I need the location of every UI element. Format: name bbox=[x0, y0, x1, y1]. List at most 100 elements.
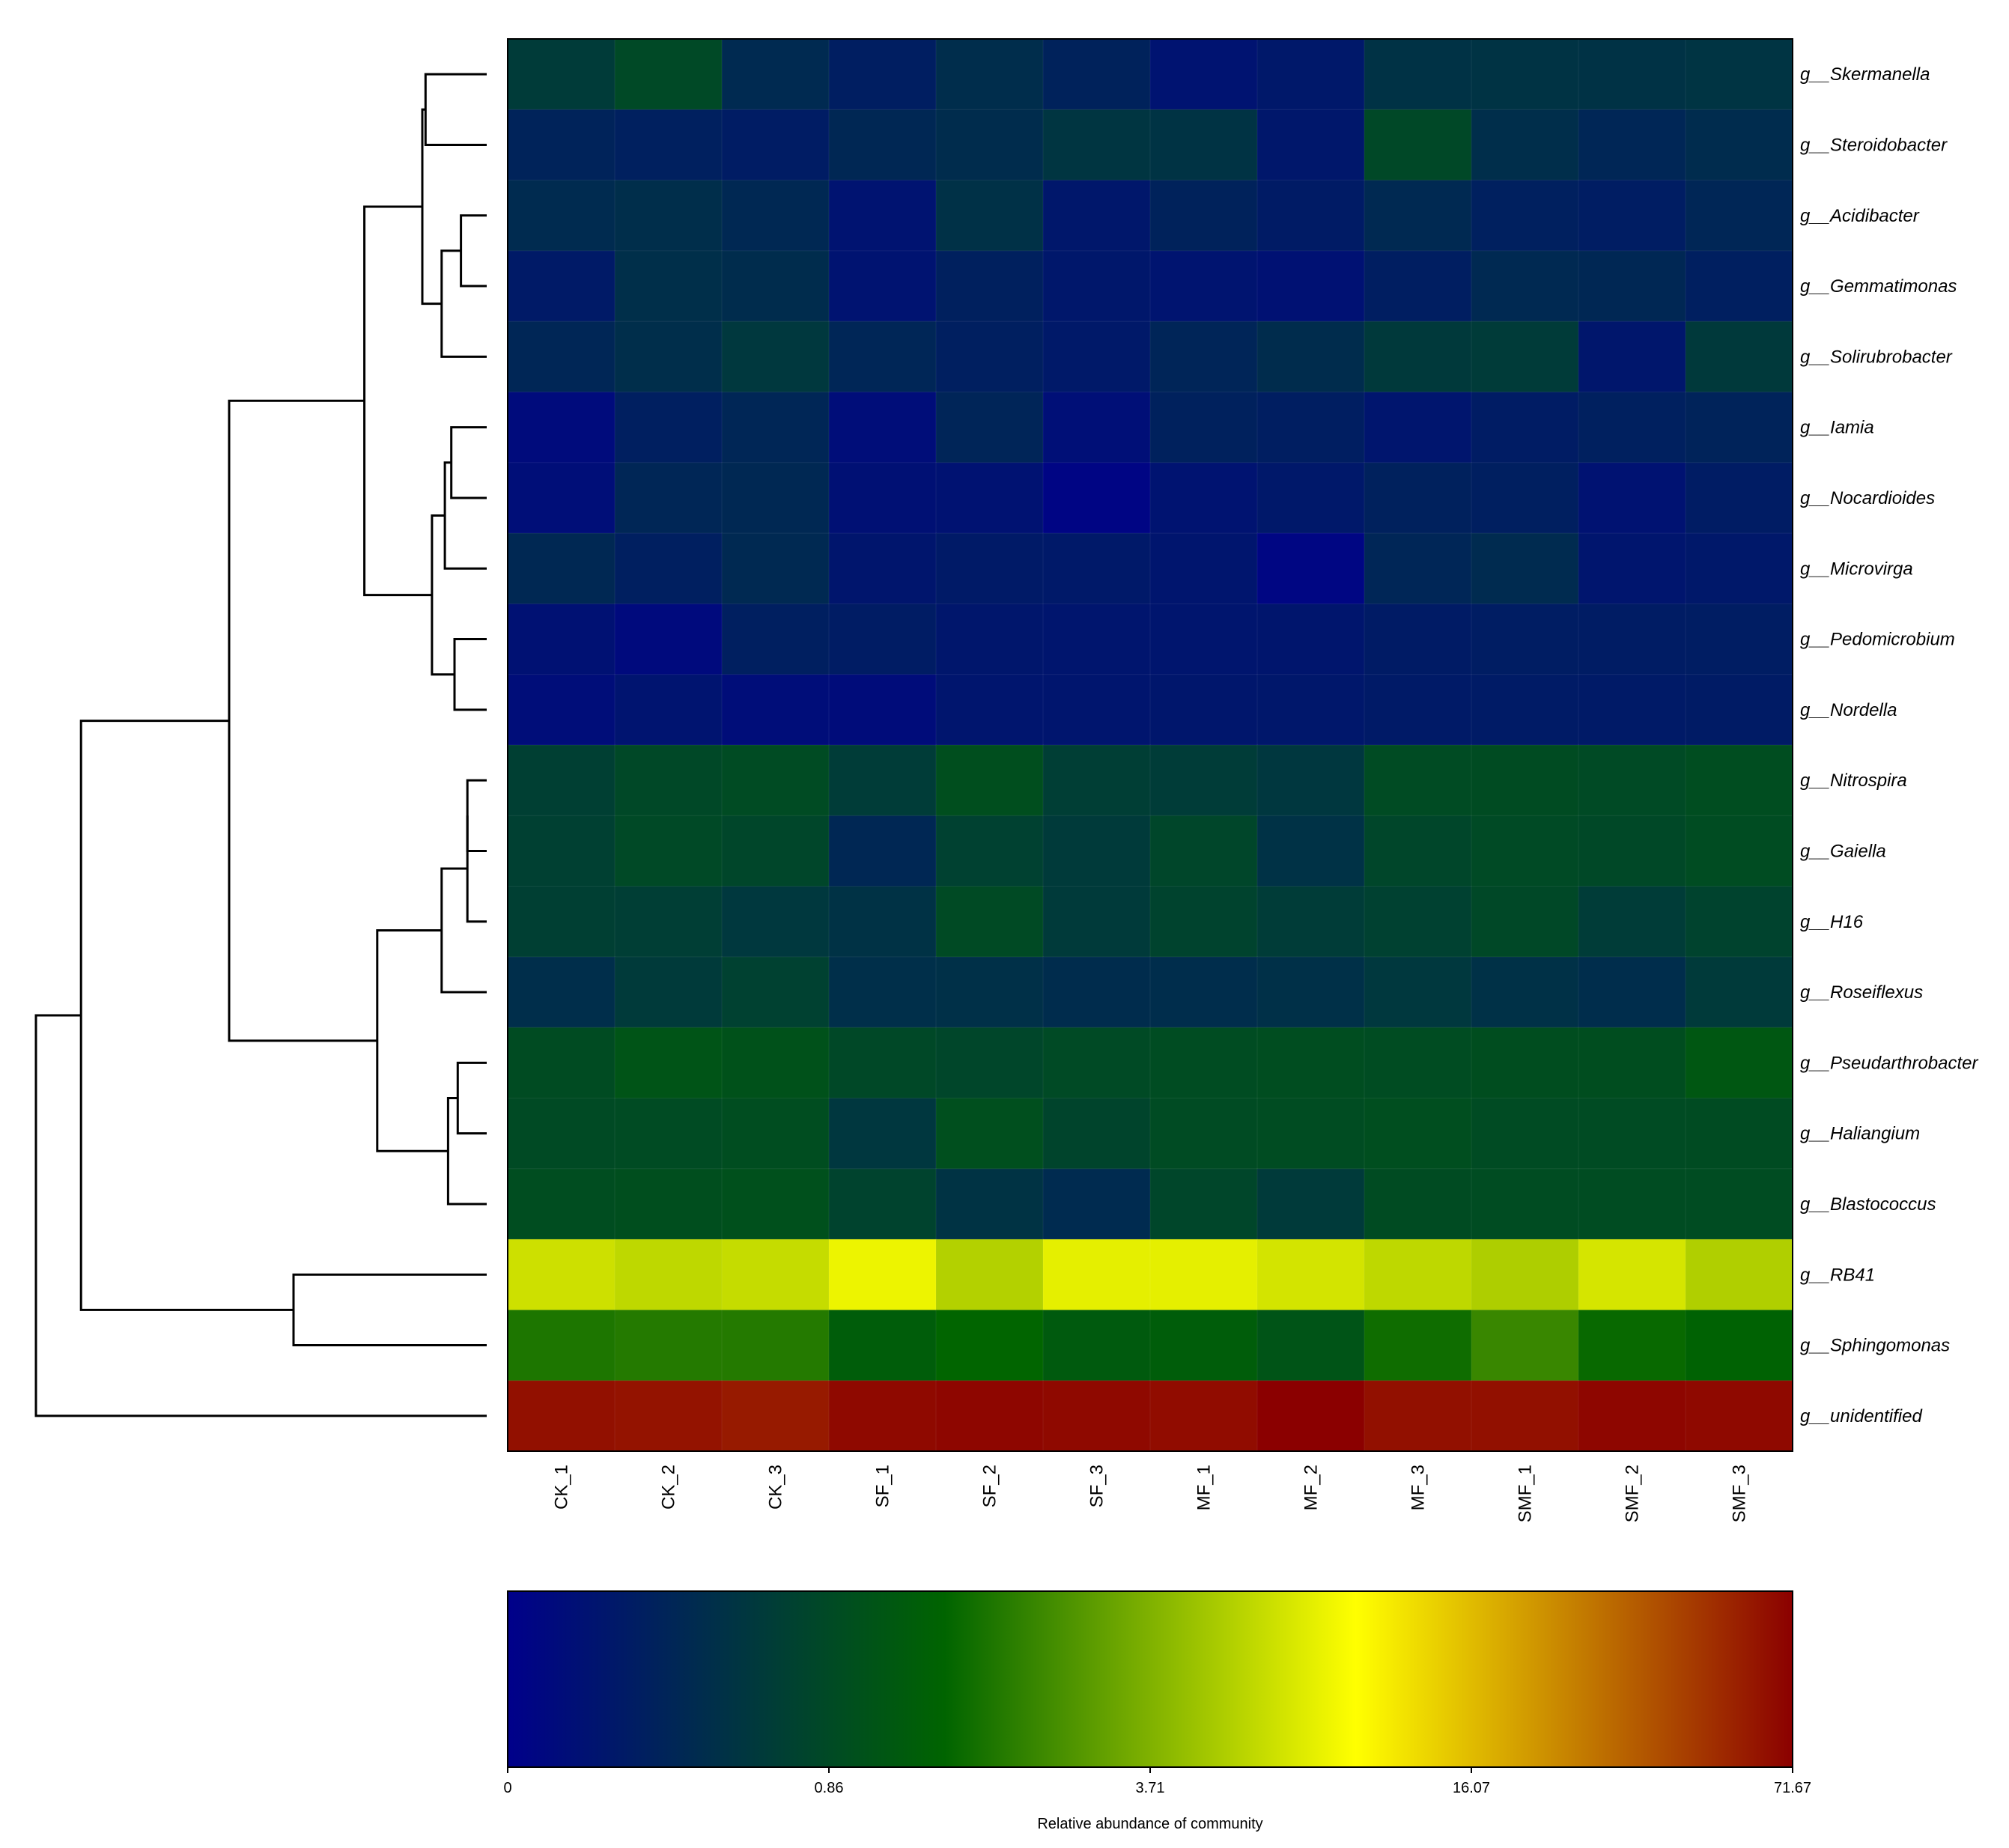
heatmap-cell-g-gaiella-ck-1 bbox=[507, 815, 616, 887]
heatmap-cell-g-unidentified-ck-1 bbox=[507, 1380, 616, 1452]
heatmap-cell-g-unidentified-ck-2 bbox=[614, 1380, 723, 1452]
heatmap-cell-g-solirubrobacter-sf-3 bbox=[1042, 320, 1151, 393]
row-label-g-rb41: g__RB41 bbox=[1800, 1265, 1875, 1285]
heatmap-cell-g-solirubrobacter-smf-3 bbox=[1685, 320, 1793, 393]
heatmap-cell-g-h16-ck-1 bbox=[507, 886, 616, 958]
column-label-smf-1: SMF_1 bbox=[1516, 1465, 1536, 1522]
heatmap-cell-g-h16-smf-3 bbox=[1685, 886, 1793, 958]
legend-tick-label: 0.86 bbox=[815, 1780, 844, 1796]
heatmap-cell-g-steroidobacter-sf-2 bbox=[935, 109, 1044, 181]
heatmap-cells bbox=[507, 38, 1793, 1452]
heatmap-cell-g-pseudarthrobacter-ck-2 bbox=[614, 1027, 723, 1099]
heatmap-cell-g-nordella-sf-3 bbox=[1042, 674, 1151, 747]
heatmap-cell-g-steroidobacter-smf-2 bbox=[1578, 109, 1686, 181]
heatmap-cell-g-acidibacter-mf-1 bbox=[1149, 180, 1258, 252]
heatmap-cell-g-nocardioides-sf-1 bbox=[828, 462, 937, 535]
heatmap-cell-g-nitrospira-mf-2 bbox=[1256, 744, 1365, 817]
heatmap-cell-g-gaiella-ck-2 bbox=[614, 815, 723, 887]
heatmap-cell-g-pedomicrobium-ck-2 bbox=[614, 603, 723, 675]
heatmap-cell-g-sphingomonas-smf-2 bbox=[1578, 1309, 1686, 1382]
column-label-mf-1: MF_1 bbox=[1194, 1465, 1215, 1510]
heatmap-cell-g-microvirga-sf-2 bbox=[935, 532, 1044, 605]
heatmap-cell-g-rb41-smf-1 bbox=[1471, 1238, 1579, 1311]
heatmap-cell-g-unidentified-mf-3 bbox=[1364, 1380, 1472, 1452]
heatmap-cell-g-gemmatimonas-mf-1 bbox=[1149, 250, 1258, 323]
heatmap-cell-g-gemmatimonas-smf-1 bbox=[1471, 250, 1579, 323]
heatmap-border bbox=[507, 38, 1793, 1452]
heatmap-cell-g-microvirga-sf-3 bbox=[1042, 532, 1151, 605]
heatmap-cell-g-nordella-ck-1 bbox=[507, 674, 616, 747]
heatmap-cell-g-pedomicrobium-mf-1 bbox=[1149, 603, 1258, 675]
heatmap-cell-g-h16-ck-3 bbox=[721, 886, 830, 958]
heatmap-cell-g-haliangium-ck-3 bbox=[721, 1098, 830, 1170]
heatmap-cell-g-microvirga-smf-3 bbox=[1685, 532, 1793, 605]
heatmap-cell-g-nordella-sf-2 bbox=[935, 674, 1044, 747]
heatmap-cell-g-blastococcus-ck-2 bbox=[614, 1168, 723, 1241]
heatmap-cell-g-acidibacter-mf-2 bbox=[1256, 180, 1365, 252]
heatmap-cell-g-iamia-sf-3 bbox=[1042, 392, 1151, 463]
heatmap-cell-g-skermanella-ck-3 bbox=[721, 38, 830, 111]
row-label-g-pseudarthrobacter: g__Pseudarthrobacter bbox=[1800, 1053, 1979, 1073]
heatmap-cell-g-rb41-mf-2 bbox=[1256, 1238, 1365, 1311]
heatmap-cell-g-gaiella-sf-3 bbox=[1042, 815, 1151, 887]
heatmap-cell-g-pseudarthrobacter-sf-3 bbox=[1042, 1027, 1151, 1099]
heatmap-cell-g-haliangium-mf-2 bbox=[1256, 1098, 1365, 1170]
heatmap-cell-g-skermanella-sf-1 bbox=[828, 38, 937, 111]
heatmap-cell-g-solirubrobacter-sf-1 bbox=[828, 320, 937, 393]
heatmap-cell-g-sphingomonas-ck-1 bbox=[507, 1309, 616, 1382]
heatmap-cell-g-acidibacter-ck-3 bbox=[721, 180, 830, 252]
dendrogram-branch bbox=[456, 1061, 487, 1135]
dendrogram-branch bbox=[440, 249, 487, 358]
heatmap-cell-g-microvirga-mf-1 bbox=[1149, 532, 1258, 605]
heatmap-cell-g-iamia-ck-2 bbox=[614, 392, 723, 463]
heatmap-cell-g-nitrospira-smf-1 bbox=[1471, 744, 1579, 817]
heatmap-cell-g-blastococcus-mf-1 bbox=[1149, 1168, 1258, 1241]
heatmap-cell-g-solirubrobacter-mf-2 bbox=[1256, 320, 1365, 393]
heatmap-cell-g-nocardioides-ck-1 bbox=[507, 462, 616, 535]
column-label-sf-2: SF_2 bbox=[980, 1465, 1000, 1507]
heatmap-cell-g-steroidobacter-mf-1 bbox=[1149, 109, 1258, 181]
heatmap-cell-g-haliangium-smf-3 bbox=[1685, 1098, 1793, 1170]
heatmap-cell-g-pedomicrobium-sf-1 bbox=[828, 603, 937, 675]
heatmap-cell-g-rb41-sf-2 bbox=[935, 1238, 1044, 1311]
heatmap-cell-g-gaiella-smf-3 bbox=[1685, 815, 1793, 887]
row-label-g-unidentified: g__unidentified bbox=[1800, 1406, 1922, 1426]
row-label-g-gaiella: g__Gaiella bbox=[1800, 841, 1886, 861]
heatmap-cell-g-pedomicrobium-sf-2 bbox=[935, 603, 1044, 675]
heatmap-cell-g-microvirga-ck-2 bbox=[614, 532, 723, 605]
heatmap-cell-g-microvirga-sf-1 bbox=[828, 532, 937, 605]
row-label-g-roseiflexus: g__Roseiflexus bbox=[1800, 982, 1923, 1003]
heatmap-cell-g-sphingomonas-ck-2 bbox=[614, 1309, 723, 1382]
heatmap-cell-g-rb41-ck-3 bbox=[721, 1238, 830, 1311]
heatmap-cell-g-gemmatimonas-sf-2 bbox=[935, 250, 1044, 323]
heatmap-cell-g-nitrospira-ck-3 bbox=[721, 744, 830, 817]
column-label-mf-3: MF_3 bbox=[1408, 1465, 1429, 1510]
row-labels: g__Skermanella g__Steroidobacter g__Acidib… bbox=[1800, 64, 1979, 1426]
heatmap-cell-g-gemmatimonas-ck-2 bbox=[614, 250, 723, 323]
heatmap-cell-g-solirubrobacter-sf-2 bbox=[935, 320, 1044, 393]
heatmap-cell-g-sphingomonas-ck-3 bbox=[721, 1309, 830, 1382]
heatmap-cell-g-unidentified-ck-3 bbox=[721, 1380, 830, 1452]
heatmap-cell-g-pedomicrobium-mf-2 bbox=[1256, 603, 1365, 675]
heatmap-cell-g-nordella-smf-2 bbox=[1578, 674, 1686, 747]
heatmap-cell-g-steroidobacter-ck-1 bbox=[507, 109, 616, 181]
heatmap-cell-g-pseudarthrobacter-smf-1 bbox=[1471, 1027, 1579, 1099]
heatmap-cell-g-iamia-ck-3 bbox=[721, 392, 830, 463]
heatmap-cell-g-pseudarthrobacter-ck-1 bbox=[507, 1027, 616, 1099]
heatmap-cell-g-steroidobacter-mf-2 bbox=[1256, 109, 1365, 181]
heatmap-cell-g-h16-ck-2 bbox=[614, 886, 723, 958]
heatmap-cell-g-h16-mf-2 bbox=[1256, 886, 1365, 958]
heatmap-cell-g-pedomicrobium-smf-2 bbox=[1578, 603, 1686, 675]
heatmap-cell-g-acidibacter-sf-3 bbox=[1042, 180, 1151, 252]
heatmap-cell-g-h16-sf-2 bbox=[935, 886, 1044, 958]
heatmap-cell-g-nitrospira-mf-3 bbox=[1364, 744, 1472, 817]
heatmap-cell-g-steroidobacter-mf-3 bbox=[1364, 109, 1472, 181]
heatmap-cell-g-acidibacter-sf-2 bbox=[935, 180, 1044, 252]
heatmap-cell-g-sphingomonas-sf-1 bbox=[828, 1309, 937, 1382]
heatmap-cell-g-roseiflexus-ck-2 bbox=[614, 956, 723, 1029]
heatmap-cell-g-skermanella-ck-1 bbox=[507, 38, 616, 111]
heatmap-cell-g-solirubrobacter-mf-3 bbox=[1364, 320, 1472, 393]
heatmap-cell-g-acidibacter-ck-2 bbox=[614, 180, 723, 252]
heatmap-cell-g-roseiflexus-mf-3 bbox=[1364, 956, 1472, 1029]
